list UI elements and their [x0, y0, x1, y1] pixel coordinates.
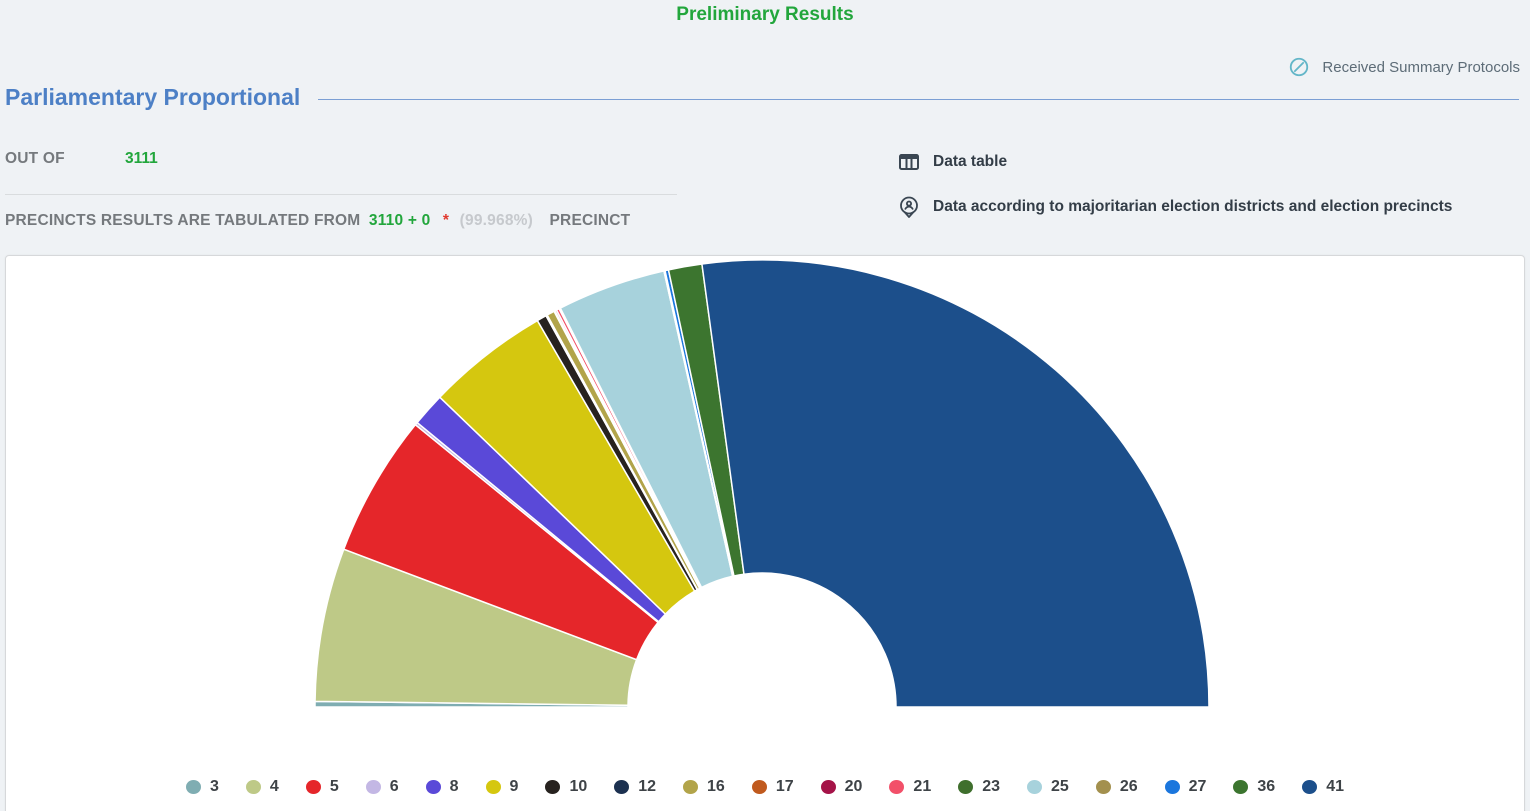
legend-label: 6	[389, 778, 399, 795]
legend-item-12[interactable]: 12	[614, 778, 656, 796]
legend-label: 17	[775, 778, 794, 795]
pie-slice-41[interactable]	[701, 259, 1210, 708]
legend-dot	[614, 780, 630, 794]
legend-item-17[interactable]: 17	[751, 778, 794, 796]
tabulated-percent: (99.968%)	[459, 212, 533, 229]
section-title: Parliamentary Proportional	[5, 84, 301, 110]
tabulated-suffix: PRECINCT	[549, 212, 631, 229]
legend-item-9[interactable]: 9	[485, 778, 519, 796]
legend-dot	[1233, 780, 1249, 794]
legend-dot	[186, 780, 201, 794]
legend-item-26[interactable]: 26	[1095, 778, 1138, 796]
link-icon	[1288, 56, 1310, 78]
summary-divider	[5, 194, 677, 195]
legend-item-23[interactable]: 23	[958, 778, 1000, 796]
page-title: Preliminary Results	[676, 4, 854, 25]
legend-dot	[1302, 780, 1318, 794]
precincts-summary: OUT OF 3111 PRECINCTS RESULTS ARE TABULA…	[5, 150, 677, 230]
tabulated-asterisk: *	[442, 212, 450, 229]
legend-dot	[683, 780, 699, 794]
legend-label: 25	[1051, 778, 1069, 795]
legend-label: 23	[982, 778, 1001, 795]
legend-dot	[1027, 780, 1043, 794]
legend-item-20[interactable]: 20	[820, 778, 863, 796]
legend-dot	[1095, 780, 1111, 794]
out-of-value: 3111	[125, 150, 158, 167]
tabulated-prefix: PRECINCTS RESULTS ARE TABULATED FROM	[5, 212, 361, 229]
majoritarian-label: Data according to majoritarian election …	[933, 198, 1453, 215]
table-icon	[897, 150, 921, 174]
data-table-link[interactable]: Data table	[897, 150, 1452, 174]
legend-label: 26	[1119, 778, 1138, 795]
legend-item-6[interactable]: 6	[365, 778, 399, 796]
legend-label: 8	[449, 778, 459, 795]
legend-label: 21	[913, 778, 932, 795]
received-summary-protocols-link[interactable]: Received Summary Protocols	[1288, 56, 1520, 78]
majoritarian-data-link[interactable]: Data according to majoritarian election …	[897, 195, 1452, 219]
legend-label: 3	[210, 778, 219, 795]
tabulated-line: PRECINCTS RESULTS ARE TABULATED FROM 311…	[5, 212, 677, 230]
legend-item-27[interactable]: 27	[1164, 778, 1207, 796]
legend-item-8[interactable]: 8	[425, 778, 459, 796]
legend-item-21[interactable]: 21	[889, 778, 931, 796]
legend-item-3[interactable]: 3	[186, 778, 219, 796]
legend-dot	[751, 780, 767, 794]
legend-dot	[958, 780, 974, 794]
legend-label: 5	[329, 778, 339, 795]
legend-dot	[305, 780, 321, 794]
legend-item-25[interactable]: 25	[1027, 778, 1069, 796]
legend-dot	[425, 780, 441, 794]
out-of-label: OUT OF	[5, 150, 65, 167]
chart-legend: 3 4 5 6 8 9 10 12 16 17 20 21 23 25 26 27 36 41	[6, 778, 1524, 796]
legend-label: 16	[707, 778, 725, 795]
legend-item-5[interactable]: 5	[305, 778, 339, 796]
protocols-link-label: Received Summary Protocols	[1322, 58, 1520, 76]
legend-label: 9	[509, 778, 519, 795]
legend-label: 36	[1257, 778, 1276, 795]
legend-item-4[interactable]: 4	[245, 778, 279, 796]
person-pin-icon	[897, 195, 921, 219]
legend-item-41[interactable]: 41	[1302, 778, 1344, 796]
section-rule	[318, 99, 1519, 100]
legend-dot	[545, 780, 561, 794]
legend-label: 27	[1188, 778, 1207, 795]
data-table-label: Data table	[933, 153, 1008, 170]
legend-dot	[485, 780, 501, 794]
legend-dot	[1164, 780, 1180, 794]
legend-item-16[interactable]: 16	[683, 778, 725, 796]
legend-label: 41	[1326, 778, 1344, 795]
chart-card: 3 4 5 6 8 9 10 12 16 17 20 21 23 25 26 27 36 41	[5, 255, 1525, 811]
legend-label: 20	[844, 778, 863, 795]
legend-item-36[interactable]: 36	[1233, 778, 1275, 796]
legend-label: 10	[569, 778, 588, 795]
legend-item-10[interactable]: 10	[545, 778, 587, 796]
tabulated-value: 3110 + 0	[368, 212, 431, 229]
half-donut-svg	[314, 259, 1210, 708]
legend-dot	[889, 780, 905, 794]
legend-dot	[365, 780, 381, 794]
section-header: Parliamentary Proportional	[5, 84, 1519, 111]
legend-dot	[820, 780, 836, 794]
data-links: Data table Data according to majoritaria…	[897, 150, 1452, 219]
legend-label: 12	[638, 778, 657, 795]
legend-dot	[245, 780, 261, 794]
legend-label: 4	[269, 778, 279, 795]
